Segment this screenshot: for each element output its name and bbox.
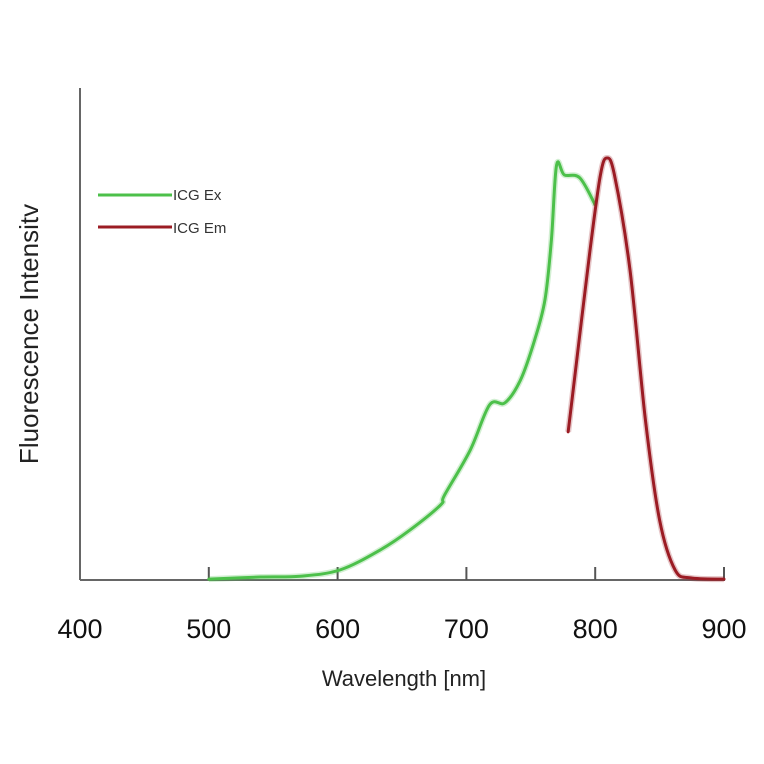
x-tick-label: 800 [573, 614, 618, 644]
x-tick-label: 700 [444, 614, 489, 644]
legend-label-em: ICG Em [173, 220, 226, 237]
series-group [207, 154, 726, 583]
legend-label-ex: ICG Ex [173, 187, 222, 204]
series-line-icg-em [566, 156, 726, 581]
x-tick-label: 500 [186, 614, 231, 644]
x-tick-label: 900 [701, 614, 746, 644]
x-axis-title: Wavelength [nm] [322, 666, 486, 691]
x-tick-label: 600 [315, 614, 360, 644]
x-axis-tick-labels: 400 500 600 700 800 900 [57, 614, 746, 644]
x-tick-label: 400 [57, 614, 102, 644]
series-glow [565, 154, 725, 583]
legend: ICG Ex ICG Em [98, 187, 226, 237]
series-line-icg-ex [207, 160, 597, 581]
series-glow [208, 158, 598, 583]
y-axis-title: Fluorescence Intensitv [14, 204, 44, 464]
